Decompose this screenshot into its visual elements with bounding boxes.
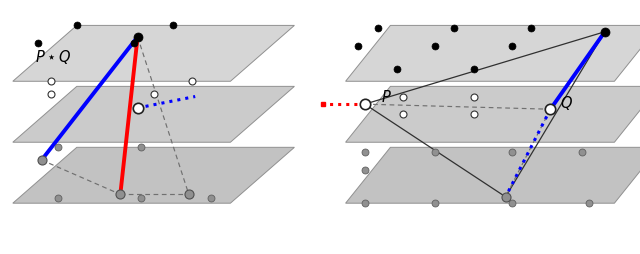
Polygon shape: [346, 25, 640, 81]
Polygon shape: [13, 86, 294, 142]
Text: $Q$: $Q$: [560, 94, 573, 112]
Polygon shape: [346, 147, 640, 203]
Text: $P$: $P$: [381, 89, 392, 105]
Polygon shape: [13, 25, 294, 81]
Polygon shape: [13, 147, 294, 203]
Polygon shape: [346, 86, 640, 142]
Text: $P \star Q$: $P \star Q$: [35, 48, 72, 66]
